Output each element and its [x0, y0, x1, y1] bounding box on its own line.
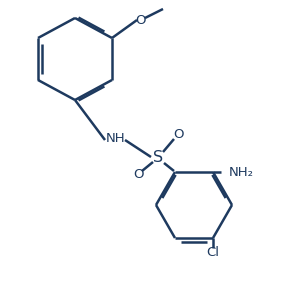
Text: NH₂: NH₂	[229, 166, 254, 179]
Text: NH: NH	[106, 131, 126, 144]
Text: S: S	[153, 149, 163, 164]
Text: Cl: Cl	[206, 245, 219, 258]
Text: O: O	[133, 168, 143, 181]
Text: O: O	[136, 14, 146, 27]
Text: O: O	[173, 129, 183, 142]
